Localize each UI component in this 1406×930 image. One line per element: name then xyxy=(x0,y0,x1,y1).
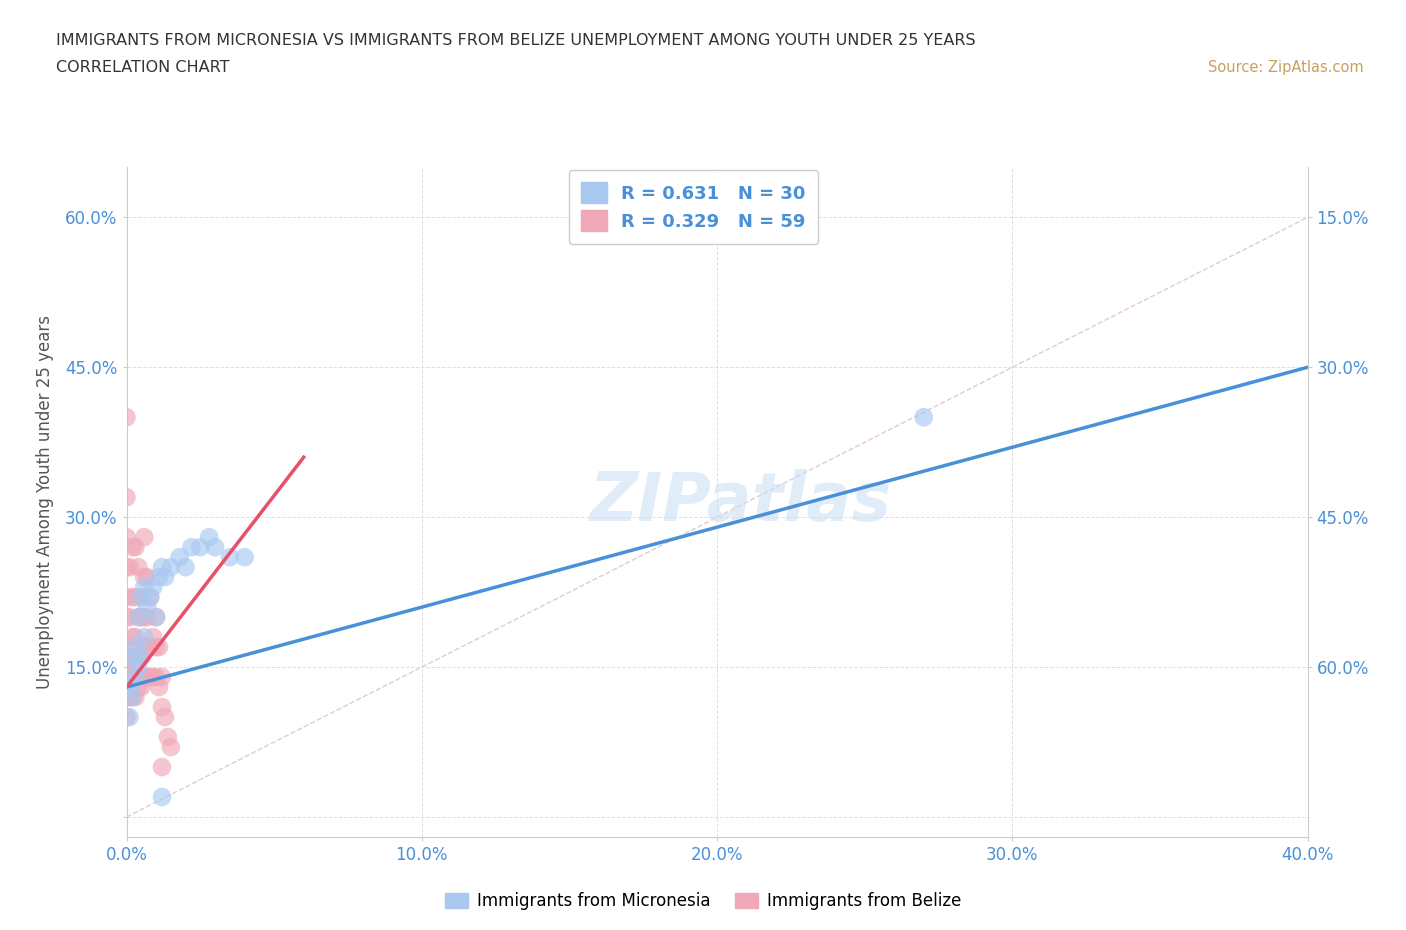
Point xyxy=(115,640,138,655)
Point xyxy=(129,650,153,665)
Point xyxy=(118,680,141,695)
Point xyxy=(180,539,202,554)
Point xyxy=(118,710,141,724)
Point xyxy=(121,690,143,705)
Point xyxy=(115,659,138,674)
Point xyxy=(127,610,149,625)
Point xyxy=(145,610,167,625)
Point xyxy=(148,680,170,695)
Point xyxy=(127,659,149,674)
Point xyxy=(121,690,143,705)
Point xyxy=(169,550,191,565)
Text: Source: ZipAtlas.com: Source: ZipAtlas.com xyxy=(1208,60,1364,75)
Text: ZIPatlas: ZIPatlas xyxy=(589,470,891,535)
Point xyxy=(134,570,156,585)
Point xyxy=(188,539,211,554)
Point xyxy=(115,410,138,425)
Point xyxy=(134,610,156,625)
Point xyxy=(156,730,179,745)
Point xyxy=(134,579,156,594)
Point xyxy=(912,410,935,425)
Point xyxy=(134,640,156,655)
Point xyxy=(139,590,162,604)
Point xyxy=(134,670,156,684)
Point xyxy=(118,690,141,705)
Point xyxy=(118,610,141,625)
Point xyxy=(150,699,173,714)
Point xyxy=(233,550,256,565)
Point xyxy=(136,610,159,625)
Point xyxy=(115,690,138,705)
Point xyxy=(136,640,159,655)
Point xyxy=(142,630,165,644)
Point xyxy=(148,640,170,655)
Legend: Immigrants from Micronesia, Immigrants from Belize: Immigrants from Micronesia, Immigrants f… xyxy=(439,885,967,917)
Point xyxy=(115,530,138,545)
Point xyxy=(145,640,167,655)
Point xyxy=(124,590,146,604)
Point xyxy=(124,670,146,684)
Point xyxy=(118,670,141,684)
Point xyxy=(129,610,153,625)
Point xyxy=(121,659,143,674)
Point xyxy=(198,530,221,545)
Point xyxy=(115,490,138,505)
Legend: R = 0.631   N = 30, R = 0.329   N = 59: R = 0.631 N = 30, R = 0.329 N = 59 xyxy=(569,170,818,244)
Point xyxy=(127,650,149,665)
Y-axis label: Unemployment Among Youth under 25 years: Unemployment Among Youth under 25 years xyxy=(37,315,53,689)
Point xyxy=(145,610,167,625)
Point xyxy=(136,600,159,615)
Point xyxy=(124,539,146,554)
Point xyxy=(134,530,156,545)
Point xyxy=(129,590,153,604)
Point xyxy=(153,710,176,724)
Point xyxy=(139,670,162,684)
Point xyxy=(121,630,143,644)
Point xyxy=(129,650,153,665)
Text: IMMIGRANTS FROM MICRONESIA VS IMMIGRANTS FROM BELIZE UNEMPLOYMENT AMONG YOUTH UN: IMMIGRANTS FROM MICRONESIA VS IMMIGRANTS… xyxy=(56,33,976,47)
Point xyxy=(129,680,153,695)
Point xyxy=(142,670,165,684)
Point xyxy=(124,630,146,644)
Point xyxy=(118,560,141,575)
Point xyxy=(150,670,173,684)
Point xyxy=(136,670,159,684)
Point xyxy=(115,710,138,724)
Point xyxy=(124,690,146,705)
Point xyxy=(153,570,176,585)
Point xyxy=(136,570,159,585)
Text: CORRELATION CHART: CORRELATION CHART xyxy=(56,60,229,75)
Point xyxy=(129,590,153,604)
Point xyxy=(115,590,138,604)
Point xyxy=(118,650,141,665)
Point xyxy=(121,650,143,665)
Point xyxy=(142,579,165,594)
Point xyxy=(219,550,242,565)
Point xyxy=(150,760,173,775)
Point xyxy=(174,560,197,575)
Point xyxy=(150,790,173,804)
Point xyxy=(124,670,146,684)
Point xyxy=(115,680,138,695)
Point xyxy=(145,670,167,684)
Point xyxy=(139,590,162,604)
Point xyxy=(148,570,170,585)
Point xyxy=(121,590,143,604)
Point xyxy=(150,560,173,575)
Point xyxy=(159,560,183,575)
Point xyxy=(127,680,149,695)
Point xyxy=(159,739,183,754)
Point xyxy=(204,539,226,554)
Point xyxy=(124,640,146,655)
Point xyxy=(121,539,143,554)
Point xyxy=(134,630,156,644)
Point xyxy=(127,560,149,575)
Point xyxy=(127,610,149,625)
Point xyxy=(115,610,138,625)
Point xyxy=(139,640,162,655)
Point xyxy=(115,560,138,575)
